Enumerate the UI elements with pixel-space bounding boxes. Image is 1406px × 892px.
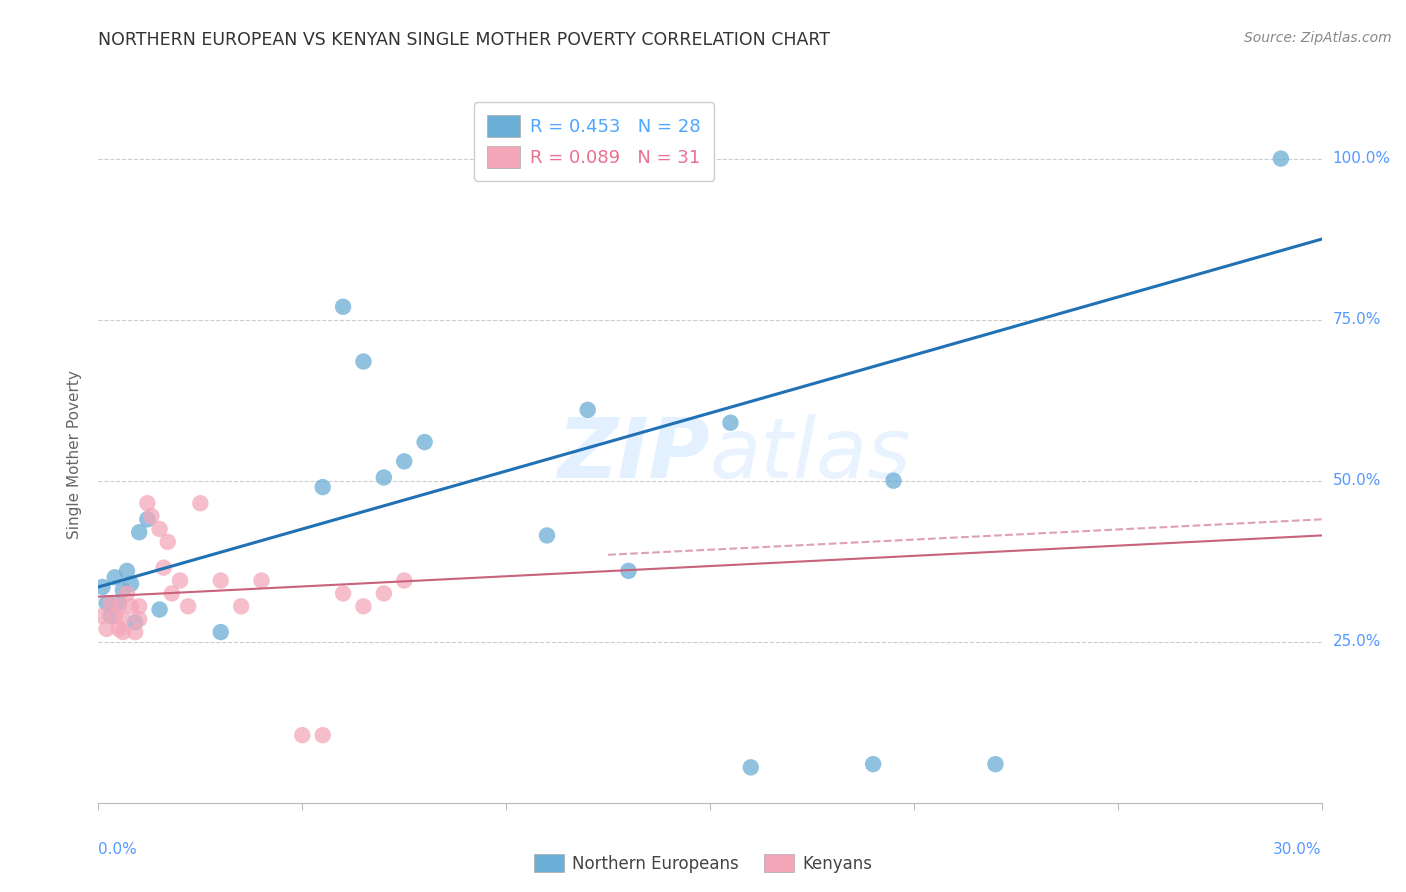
Text: atlas: atlas — [710, 415, 911, 495]
Point — [136, 512, 159, 526]
Point — [209, 574, 232, 588]
Point — [413, 435, 436, 450]
Point — [209, 625, 232, 640]
Text: 0.0%: 0.0% — [98, 842, 138, 856]
Point — [96, 596, 118, 610]
Text: Source: ZipAtlas.com: Source: ZipAtlas.com — [1244, 31, 1392, 45]
Text: 50.0%: 50.0% — [1333, 473, 1381, 488]
Point — [373, 470, 395, 484]
Point — [617, 564, 640, 578]
Point — [312, 480, 335, 494]
Point — [149, 522, 172, 536]
Point — [160, 586, 183, 600]
Legend: Northern Europeans, Kenyans: Northern Europeans, Kenyans — [527, 847, 879, 880]
Point — [332, 586, 354, 600]
Point — [136, 496, 159, 510]
Point — [231, 599, 253, 614]
Point — [104, 609, 127, 624]
Point — [124, 625, 146, 640]
Point — [156, 534, 179, 549]
Point — [120, 599, 142, 614]
Point — [152, 560, 174, 574]
Point — [250, 574, 273, 588]
Point — [111, 583, 134, 598]
Point — [352, 599, 374, 614]
Point — [312, 728, 335, 742]
Y-axis label: Single Mother Poverty: Single Mother Poverty — [67, 370, 83, 540]
Point — [108, 596, 131, 610]
Point — [883, 474, 905, 488]
Point — [576, 402, 599, 417]
Text: ZIP: ZIP — [557, 415, 710, 495]
Text: 100.0%: 100.0% — [1333, 151, 1391, 166]
Point — [91, 580, 114, 594]
Text: 25.0%: 25.0% — [1333, 634, 1381, 649]
Point — [104, 570, 127, 584]
Point — [100, 609, 122, 624]
Point — [115, 586, 138, 600]
Point — [128, 612, 150, 626]
Point — [291, 728, 314, 742]
Legend: R = 0.453   N = 28, R = 0.089   N = 31: R = 0.453 N = 28, R = 0.089 N = 31 — [474, 103, 714, 180]
Point — [373, 586, 395, 600]
Point — [111, 625, 134, 640]
Point — [177, 599, 200, 614]
Text: NORTHERN EUROPEAN VS KENYAN SINGLE MOTHER POVERTY CORRELATION CHART: NORTHERN EUROPEAN VS KENYAN SINGLE MOTHE… — [98, 31, 831, 49]
Point — [120, 576, 142, 591]
Point — [352, 354, 374, 368]
Point — [332, 300, 354, 314]
Point — [128, 599, 150, 614]
Point — [188, 496, 212, 510]
Point — [984, 757, 1007, 772]
Point — [740, 760, 762, 774]
Point — [718, 416, 742, 430]
Point — [149, 602, 172, 616]
Text: 75.0%: 75.0% — [1333, 312, 1381, 327]
Point — [392, 574, 416, 588]
Point — [862, 757, 884, 772]
Point — [100, 596, 122, 610]
Point — [108, 599, 131, 614]
Text: 30.0%: 30.0% — [1274, 842, 1322, 856]
Point — [124, 615, 146, 630]
Point — [141, 509, 163, 524]
Point — [1270, 152, 1292, 166]
Point — [115, 564, 138, 578]
Point — [536, 528, 558, 542]
Point — [96, 622, 118, 636]
Point — [108, 622, 131, 636]
Point — [128, 525, 150, 540]
Point — [169, 574, 191, 588]
Point — [91, 609, 114, 624]
Point — [111, 612, 134, 626]
Point — [392, 454, 416, 468]
